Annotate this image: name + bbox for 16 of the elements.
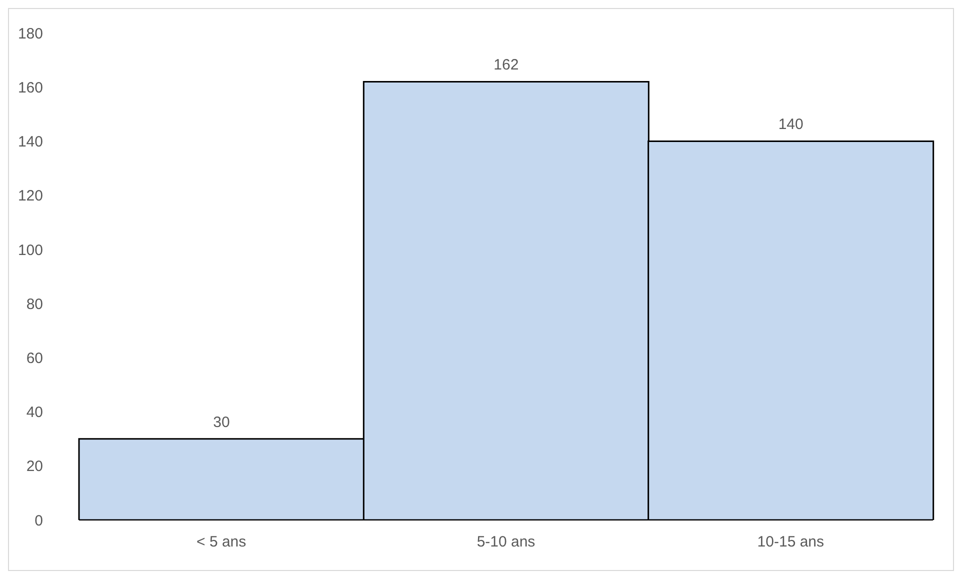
y-tick-label: 20 (26, 458, 43, 476)
y-tick-label: 0 (34, 512, 43, 530)
data-label: 162 (494, 56, 519, 74)
y-tick-label: 80 (26, 296, 43, 313)
y-tick-label: 180 (18, 25, 43, 42)
x-tick-label: 5-10 ans (476, 534, 536, 551)
y-tick-label: 60 (26, 350, 43, 367)
y-tick-label: 40 (26, 404, 43, 422)
x-tick-label: 10-15 ans (757, 534, 824, 551)
y-tick-label: 120 (18, 188, 43, 205)
x-tick-label: < 5 ans (196, 534, 246, 551)
data-label: 30 (213, 414, 230, 431)
y-tick-label: 140 (18, 134, 43, 151)
y-tick-label: 160 (18, 79, 43, 96)
y-tick-label: 100 (18, 242, 43, 259)
data-label: 140 (778, 116, 804, 134)
